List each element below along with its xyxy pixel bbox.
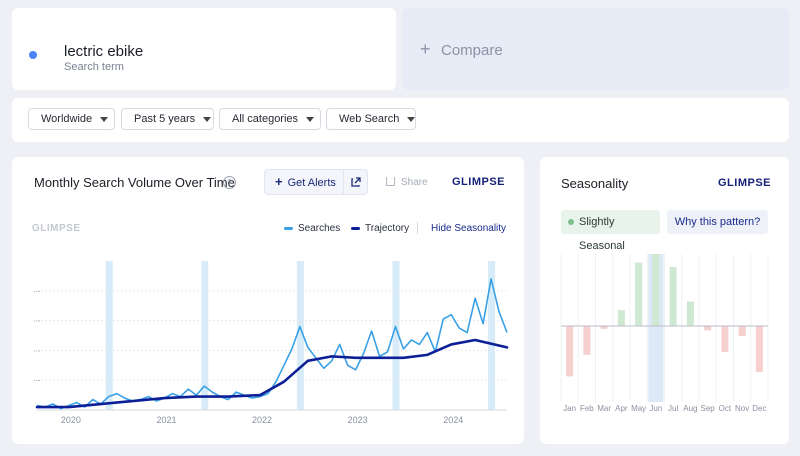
month-label: Apr [615, 404, 628, 413]
filter-region-label: Worldwide [41, 113, 93, 125]
term-color-dot [29, 51, 37, 59]
seasonality-band [296, 261, 304, 410]
chevron-down-icon [306, 116, 315, 122]
y-tick-label: ... [33, 373, 41, 383]
chevron-down-icon [100, 116, 109, 122]
month-label: Jul [668, 404, 678, 413]
glimpse-logo: GLIMPSE [452, 176, 506, 188]
seasonality-chart: Jan Feb Mar Apr May Jun Jul Aug Sep Oct Nov Dec [560, 254, 769, 413]
why-this-pattern-button[interactable]: Why this pattern? [667, 210, 768, 234]
seasonality-bar[interactable] [738, 326, 746, 337]
share-label: Share [401, 177, 428, 188]
search-term-name[interactable]: lectric ebike [64, 43, 144, 60]
search-volume-card: Monthly Search Volume Over Time ? + Get A… [12, 157, 524, 444]
filter-bar: Worldwide Past 5 years All categories We… [12, 98, 789, 142]
share-icon [386, 177, 395, 186]
month-label: Jun [649, 404, 662, 413]
filter-search-type-dropdown[interactable]: Web Search [326, 108, 416, 130]
y-tick-label: ... [33, 343, 41, 353]
help-icon[interactable]: ? [223, 176, 236, 189]
x-tick-label: 2023 [348, 415, 368, 425]
chevron-down-icon [407, 116, 416, 122]
x-tick-label: 2022 [252, 415, 272, 425]
seasonality-band [488, 261, 496, 410]
seasonality-bar[interactable] [635, 262, 643, 326]
filter-category-dropdown[interactable]: All categories [219, 108, 321, 130]
legend-trajectory-label: Trajectory [365, 223, 410, 234]
month-label: Jan [563, 404, 576, 413]
search-volume-chart: ............ 2020 2021 2022 2023 2024 [33, 261, 509, 425]
y-tick-label: ... [33, 284, 41, 294]
month-label: Mar [597, 404, 611, 413]
filter-region-dropdown[interactable]: Worldwide [28, 108, 115, 130]
compare-button[interactable]: + Compare [402, 8, 789, 90]
legend-trajectory-swatch [351, 226, 360, 230]
legend-searches: Searches [284, 223, 340, 234]
x-tick-label: 2020 [61, 415, 81, 425]
trajectory-series-line [35, 338, 509, 409]
seasonality-bar[interactable] [583, 326, 591, 355]
seasonality-band [392, 261, 400, 410]
glimpse-logo: GLIMPSE [718, 177, 772, 189]
month-label: May [631, 404, 646, 413]
seasonality-badge-label: Slightly Seasonal [579, 216, 625, 252]
filter-timeframe-dropdown[interactable]: Past 5 years [121, 108, 214, 130]
x-tick-label: 2021 [156, 415, 176, 425]
legend-trajectory: Trajectory [351, 223, 409, 234]
external-link-icon [351, 177, 361, 187]
hide-seasonality-link[interactable]: Hide Seasonality [431, 223, 507, 234]
seasonality-bar[interactable] [652, 254, 660, 326]
chart-title: Monthly Search Volume Over Time [34, 175, 235, 190]
search-term-card[interactable]: lectric ebike Search term [12, 8, 396, 90]
chevron-down-icon [203, 116, 212, 122]
plus-icon: + [275, 174, 283, 189]
compare-label: Compare [441, 42, 503, 59]
current-month-highlight [648, 254, 664, 402]
y-tick-label: ... [33, 314, 41, 324]
external-link-button[interactable] [344, 169, 368, 195]
month-label: Oct [719, 404, 732, 413]
seasonality-bar[interactable] [755, 326, 763, 373]
legend-searches-swatch [284, 226, 293, 230]
seasonality-bar[interactable] [669, 266, 677, 326]
seasonality-bar[interactable] [566, 326, 574, 377]
filter-timeframe-label: Past 5 years [134, 113, 196, 125]
seasonality-bar[interactable] [721, 326, 729, 352]
filter-search-type-label: Web Search [339, 113, 400, 125]
share-button[interactable]: Share [386, 176, 428, 188]
seasonality-badge: Slightly Seasonal [561, 210, 660, 252]
get-alerts-label: Get Alerts [287, 177, 336, 189]
seasonality-bar[interactable] [617, 310, 625, 326]
month-label: Feb [580, 404, 594, 413]
seasonality-band [105, 261, 113, 410]
legend-searches-label: Searches [298, 223, 341, 234]
seasonality-title: Seasonality [561, 176, 629, 191]
glimpse-watermark: GLIMPSE [32, 223, 81, 234]
get-alerts-button[interactable]: + Get Alerts [264, 169, 344, 195]
filter-category-label: All categories [232, 113, 299, 125]
x-tick-label: 2024 [443, 415, 463, 425]
seasonality-bar[interactable] [600, 326, 608, 329]
seasonality-bar[interactable] [704, 326, 712, 331]
seasonality-card: Seasonality GLIMPSE Slightly Seasonal Wh… [540, 157, 789, 444]
seasonality-bar[interactable] [686, 301, 694, 326]
month-label: Aug [683, 404, 697, 413]
seasonality-band [201, 261, 209, 410]
status-dot [568, 219, 574, 225]
month-label: Nov [735, 404, 749, 413]
plus-icon: + [420, 39, 431, 59]
legend-divider [417, 222, 418, 234]
month-label: Dec [752, 404, 766, 413]
search-term-subtitle: Search term [64, 61, 124, 73]
month-label: Sep [701, 404, 716, 413]
